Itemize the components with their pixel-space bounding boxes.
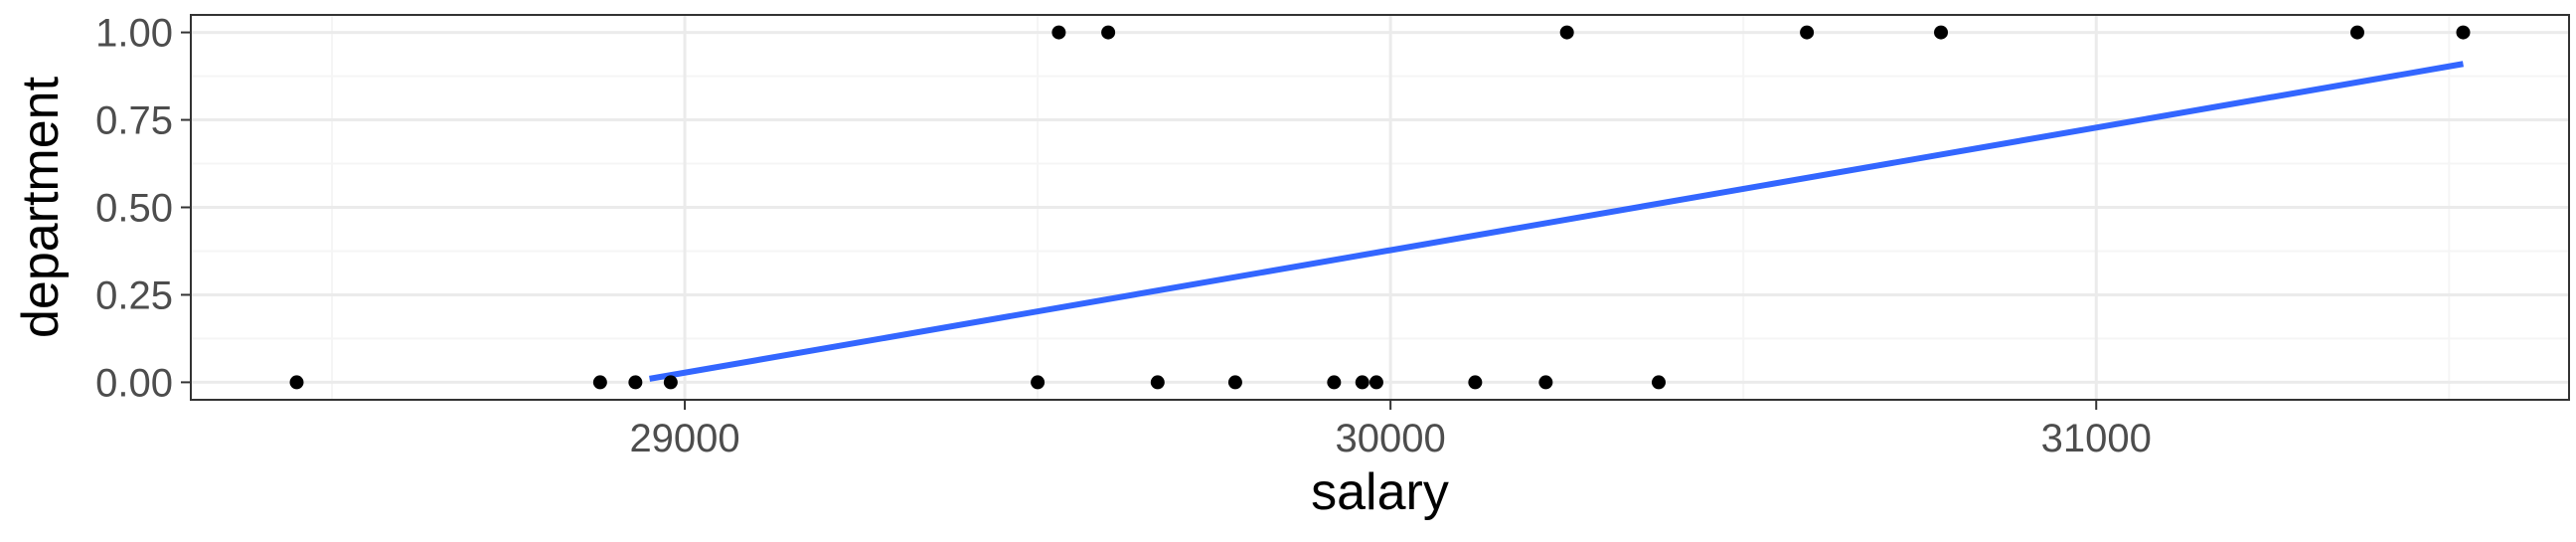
data-point — [289, 375, 304, 390]
data-point — [1051, 25, 1066, 40]
y-tick-label: 0.00 — [95, 361, 173, 405]
data-point — [1800, 25, 1815, 40]
data-point — [2349, 25, 2364, 40]
y-axis-title: department — [12, 76, 70, 338]
data-point — [1227, 375, 1242, 390]
y-tick-label: 1.00 — [95, 12, 173, 56]
data-point — [628, 375, 643, 390]
data-point — [1355, 375, 1369, 390]
data-point — [1368, 375, 1383, 390]
data-point — [1559, 25, 1574, 40]
y-axis: 0.00 0.25 0.50 0.75 1.00 — [95, 12, 191, 405]
data-point — [1101, 25, 1116, 40]
data-point — [1150, 375, 1165, 390]
y-tick-label: 0.25 — [95, 273, 173, 317]
y-tick-label: 0.75 — [95, 99, 173, 143]
fit-line — [649, 61, 2465, 382]
x-tick-label: 30000 — [1336, 417, 1446, 460]
x-axis: 29000 30000 31000 — [629, 400, 2152, 460]
data-point — [663, 375, 678, 390]
data-point — [592, 375, 607, 390]
y-tick-label: 0.50 — [95, 187, 173, 231]
data-point — [1327, 375, 1342, 390]
x-axis-title: salary — [1311, 463, 1449, 521]
fit-line-layer — [649, 61, 2465, 382]
x-tick-label: 29000 — [629, 417, 739, 460]
data-point — [1031, 375, 1046, 390]
data-point — [1934, 25, 1949, 40]
x-tick-label: 31000 — [2041, 417, 2152, 460]
data-point — [1468, 375, 1483, 390]
data-point — [1651, 375, 1666, 390]
points-layer — [289, 25, 2471, 390]
data-point — [2456, 25, 2471, 40]
data-point — [1538, 375, 1553, 390]
major-gridlines — [191, 15, 2569, 400]
